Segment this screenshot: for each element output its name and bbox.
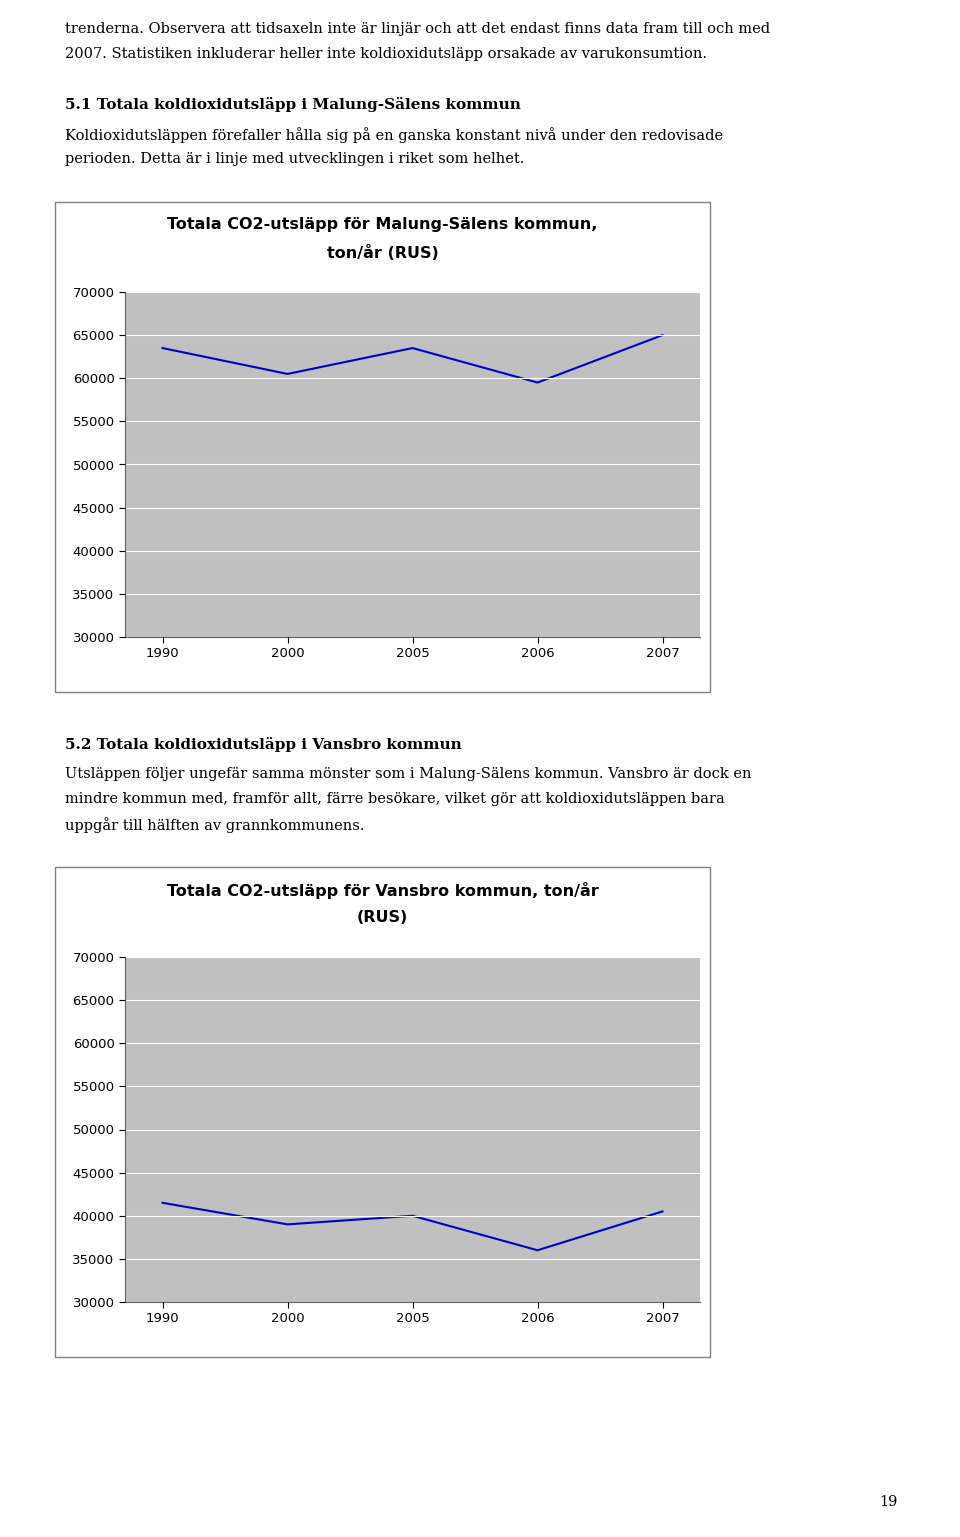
Text: Utsläppen följer ungefär samma mönster som i Malung-Sälens kommun. Vansbro är do: Utsläppen följer ungefär samma mönster s… [65,767,752,781]
Text: trenderna. Observera att tidsaxeln inte är linjär och att det endast finns data : trenderna. Observera att tidsaxeln inte … [65,22,770,35]
Text: mindre kommun med, framför allt, färre besökare, vilket gör att koldioxidutsläpp: mindre kommun med, framför allt, färre b… [65,792,725,805]
Text: 5.2 Totala koldioxidutsläpp i Vansbro kommun: 5.2 Totala koldioxidutsläpp i Vansbro ko… [65,738,462,752]
Text: 5.1 Totala koldioxidutsläpp i Malung-Sälens kommun: 5.1 Totala koldioxidutsläpp i Malung-Säl… [65,97,521,112]
Text: Totala CO2-utsläpp för Vansbro kommun, ton/år: Totala CO2-utsläpp för Vansbro kommun, t… [167,882,598,899]
Text: (RUS): (RUS) [357,910,408,925]
Text: ton/år (RUS): ton/år (RUS) [326,244,439,261]
Text: Koldioxidutsläppen förefaller hålla sig på en ganska konstant nivå under den red: Koldioxidutsläppen förefaller hålla sig … [65,128,723,143]
Text: 2007. Statistiken inkluderar heller inte koldioxidutsläpp orsakade av varukonsum: 2007. Statistiken inkluderar heller inte… [65,48,707,61]
Text: Totala CO2-utsläpp för Malung-Sälens kommun,: Totala CO2-utsläpp för Malung-Sälens kom… [167,217,598,232]
Text: uppgår till hälften av grannkommunens.: uppgår till hälften av grannkommunens. [65,818,365,833]
Text: perioden. Detta är i linje med utvecklingen i riket som helhet.: perioden. Detta är i linje med utvecklin… [65,152,524,166]
Text: 19: 19 [879,1496,898,1509]
